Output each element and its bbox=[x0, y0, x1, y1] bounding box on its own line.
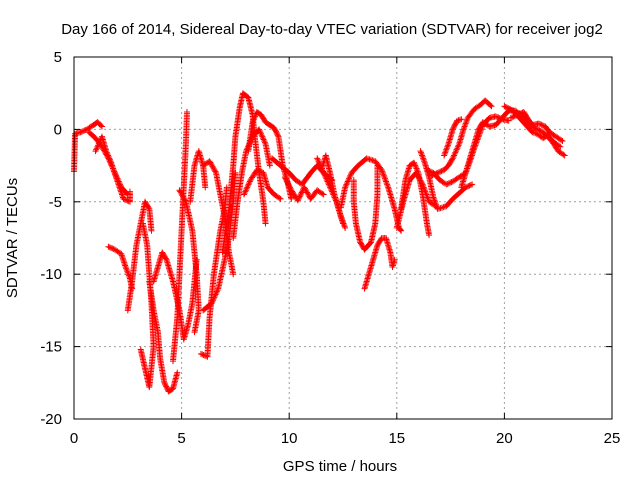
marker-path bbox=[187, 148, 209, 205]
series-arc-10 bbox=[176, 187, 202, 336]
axis-ticks: 0 5 10 15 20 25 -20 -15 -10 -5 0 5 bbox=[40, 49, 620, 447]
y-tick-label: -10 bbox=[40, 266, 62, 283]
series-arc-32 bbox=[441, 116, 465, 159]
marker-path bbox=[92, 133, 133, 205]
marker-path bbox=[428, 97, 495, 179]
marker-path bbox=[241, 166, 284, 202]
plot-frame bbox=[73, 56, 613, 420]
marker-path bbox=[124, 198, 155, 314]
marker-path bbox=[230, 126, 273, 241]
series-arc-27 bbox=[398, 159, 433, 239]
y-tick-label: -5 bbox=[49, 194, 62, 211]
x-tick-label: 0 bbox=[70, 430, 78, 447]
marker-path bbox=[176, 187, 202, 336]
marker-path bbox=[441, 116, 465, 159]
series-arc-30 bbox=[428, 97, 495, 179]
data-points bbox=[71, 90, 568, 395]
x-tick-label: 10 bbox=[281, 430, 298, 447]
series-arc-23 bbox=[337, 155, 405, 234]
series-arc-11 bbox=[187, 148, 209, 205]
marker-path bbox=[350, 162, 381, 253]
x-tick-label: 25 bbox=[604, 430, 621, 447]
series-arc-25 bbox=[361, 235, 398, 292]
y-tick-label: 5 bbox=[54, 49, 62, 66]
y-tick-label: -15 bbox=[40, 339, 62, 356]
x-axis-label: GPS time / hours bbox=[283, 458, 397, 475]
chart-title: Day 166 of 2014, Sidereal Day-to-day VTE… bbox=[61, 21, 603, 38]
series-arc-03 bbox=[92, 133, 133, 205]
marker-path bbox=[398, 159, 433, 239]
series-arc-16 bbox=[230, 126, 273, 241]
series-arc-07 bbox=[146, 278, 181, 395]
series-arc-15 bbox=[219, 90, 269, 256]
series-arc-08 bbox=[150, 249, 200, 343]
series-arc-34 bbox=[501, 103, 564, 150]
marker-path bbox=[318, 152, 346, 227]
x-tick-label: 20 bbox=[496, 430, 513, 447]
marker-path bbox=[146, 278, 181, 395]
x-tick-label: 15 bbox=[388, 430, 405, 447]
marker-path bbox=[337, 155, 405, 234]
marker-path bbox=[281, 174, 327, 204]
y-axis-label: SDTVAR / TECUs bbox=[4, 178, 21, 298]
x-tick-label: 5 bbox=[177, 430, 185, 447]
series-arc-22 bbox=[318, 152, 346, 227]
series-arc-17 bbox=[241, 166, 284, 202]
marker-path bbox=[150, 249, 200, 343]
series-arc-05 bbox=[124, 198, 155, 314]
series-arc-20 bbox=[281, 174, 327, 204]
series-arc-24 bbox=[350, 162, 381, 253]
y-tick-label: 0 bbox=[54, 121, 62, 138]
marker-path bbox=[219, 90, 269, 256]
marker-path bbox=[501, 103, 564, 150]
y-tick-label: -20 bbox=[40, 411, 62, 428]
marker-path bbox=[361, 235, 398, 292]
